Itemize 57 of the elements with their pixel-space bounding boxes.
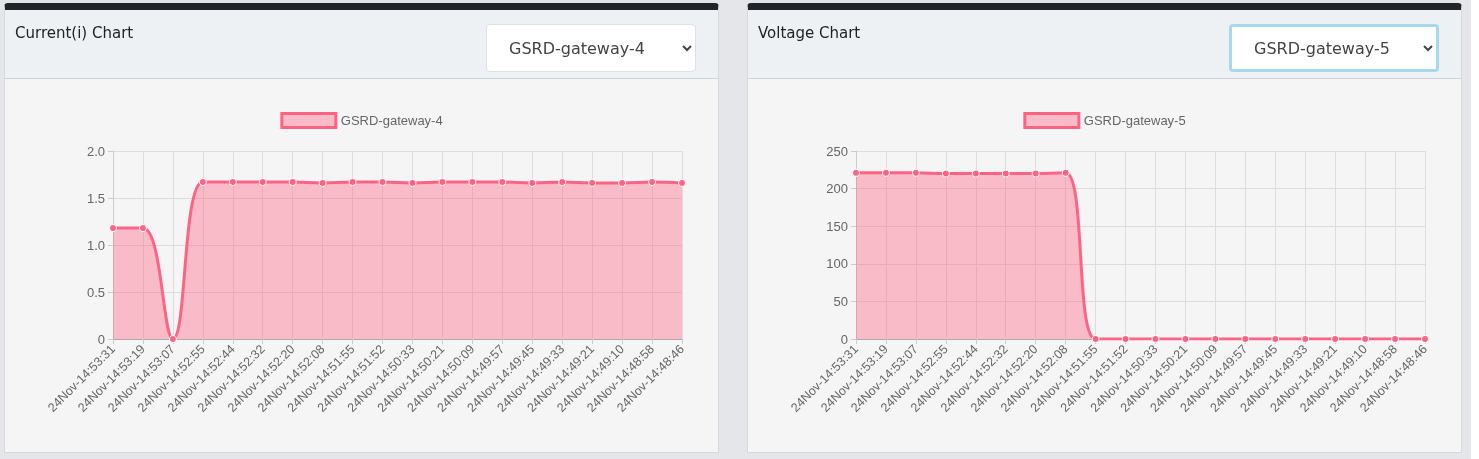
y-tick-label: 250 — [826, 143, 848, 159]
y-tick-label: 0 — [97, 331, 105, 347]
point — [1211, 335, 1220, 343]
point — [678, 178, 686, 187]
point — [1031, 169, 1040, 178]
point — [1181, 335, 1190, 343]
point — [378, 178, 387, 187]
point — [1361, 335, 1370, 343]
point — [1061, 168, 1070, 177]
point — [1001, 169, 1010, 178]
y-tick-label: 50 — [833, 293, 848, 309]
point — [852, 168, 860, 177]
point — [1271, 335, 1280, 343]
gateway-select: GSRD-gateway-5 — [1229, 24, 1439, 72]
point — [438, 178, 447, 187]
point — [288, 178, 297, 187]
point — [408, 178, 417, 187]
point — [228, 178, 237, 187]
legend-label: GSRD-gateway-5 — [1083, 113, 1186, 128]
point — [618, 178, 627, 187]
point — [348, 178, 357, 187]
chart-title: Voltage Chart — [758, 24, 861, 42]
point — [258, 178, 267, 187]
point — [881, 168, 890, 177]
point — [1121, 335, 1130, 343]
point — [1151, 335, 1160, 343]
point — [911, 168, 920, 177]
point — [318, 178, 327, 187]
y-tick-label: 0.5 — [86, 284, 105, 300]
point — [528, 178, 537, 187]
y-tick-label: 150 — [826, 218, 848, 234]
point — [588, 178, 597, 187]
y-tick-label: 200 — [826, 181, 848, 197]
legend-label: GSRD-gateway-4 — [340, 113, 443, 128]
point — [1241, 335, 1250, 343]
y-tick-label: 100 — [826, 256, 848, 272]
point — [1391, 335, 1400, 343]
y-tick-label: 1.0 — [86, 237, 105, 253]
y-tick-label: 2.0 — [86, 143, 105, 159]
point — [468, 178, 477, 187]
point — [109, 224, 117, 233]
point — [138, 224, 147, 233]
y-tick-label: 0 — [840, 331, 848, 347]
gateway-select: GSRD-gateway-4 — [486, 24, 696, 72]
point — [168, 335, 177, 343]
point — [558, 178, 567, 187]
point — [1091, 335, 1100, 343]
point — [1301, 335, 1310, 343]
point — [648, 178, 657, 187]
y-tick-label: 1.5 — [86, 190, 105, 206]
point — [498, 178, 507, 187]
point — [941, 169, 950, 178]
point — [971, 169, 980, 178]
point — [198, 178, 207, 187]
chart-title: Current(i) Chart — [15, 24, 134, 42]
point — [1421, 335, 1429, 343]
point — [1331, 335, 1340, 343]
